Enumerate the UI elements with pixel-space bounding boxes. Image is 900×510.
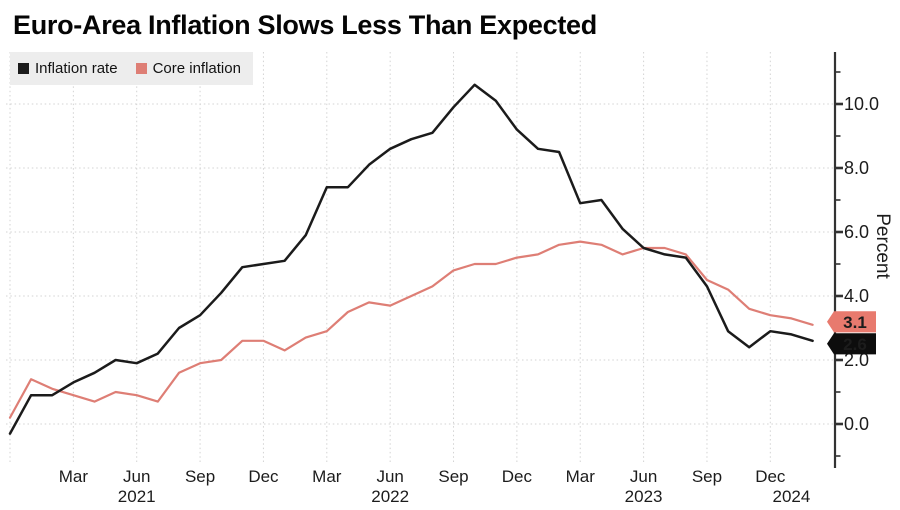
- core-inflation-value-tag: [827, 311, 876, 333]
- y-tick-label: 0.0: [844, 414, 869, 434]
- x-tick-label: Mar: [59, 467, 89, 486]
- core-inflation-swatch-icon: [135, 63, 147, 74]
- y-minor-tick: [836, 199, 841, 201]
- y-minor-tick: [836, 71, 841, 73]
- inflation-rate-value-tag-label: 2.6: [843, 335, 867, 354]
- y-tick: [836, 422, 843, 426]
- y-minor-tick: [836, 391, 841, 393]
- x-tick-label: Mar: [566, 467, 596, 486]
- x-tick-label: Sep: [185, 467, 215, 486]
- y-tick: [836, 230, 843, 234]
- y-tick-label: 6.0: [844, 222, 869, 242]
- x-tick-label: Dec: [755, 467, 786, 486]
- year-label: 2021: [118, 487, 156, 506]
- x-tick-label: Jun: [123, 467, 150, 486]
- x-tick-label: Sep: [438, 467, 468, 486]
- x-tick-label: Dec: [248, 467, 279, 486]
- y-minor-tick: [836, 135, 841, 137]
- legend-item-inflation-rate: Inflation rate: [18, 60, 118, 77]
- inflation-rate-value-tag: [827, 333, 876, 355]
- inflation-rate-line: [8, 83, 814, 435]
- y-tick: [836, 294, 843, 298]
- year-label: 2022: [371, 487, 409, 506]
- y-minor-tick: [836, 263, 841, 265]
- y-tick-label: 8.0: [844, 158, 869, 178]
- x-tick-label: Jun: [630, 467, 657, 486]
- year-label: 2024: [773, 487, 811, 506]
- legend: Inflation rate Core inflation: [10, 52, 253, 85]
- y-minor-tick: [836, 455, 841, 457]
- x-tick-label: Mar: [312, 467, 342, 486]
- chart-title: Euro-Area Inflation Slows Less Than Expe…: [13, 10, 597, 40]
- y-tick: [836, 166, 843, 170]
- x-tick-label: Jun: [376, 467, 403, 486]
- year-label: 2023: [625, 487, 663, 506]
- legend-label-core-inflation: Core inflation: [152, 60, 241, 77]
- x-tick-label: Dec: [502, 467, 533, 486]
- legend-label-inflation-rate: Inflation rate: [35, 60, 118, 77]
- y-tick: [836, 358, 843, 362]
- y-tick-label: 2.0: [844, 350, 869, 370]
- legend-item-core-inflation: Core inflation: [135, 60, 241, 77]
- percent-axis-label: Percent: [872, 213, 893, 279]
- core-inflation-value-tag-label: 3.1: [843, 313, 867, 332]
- x-tick-label: Sep: [692, 467, 722, 486]
- y-tick: [836, 102, 843, 106]
- y-tick-label: 10.0: [844, 94, 879, 114]
- inflation-rate-swatch-icon: [18, 63, 29, 74]
- y-tick-label: 4.0: [844, 286, 869, 306]
- core-inflation-line: [8, 240, 814, 419]
